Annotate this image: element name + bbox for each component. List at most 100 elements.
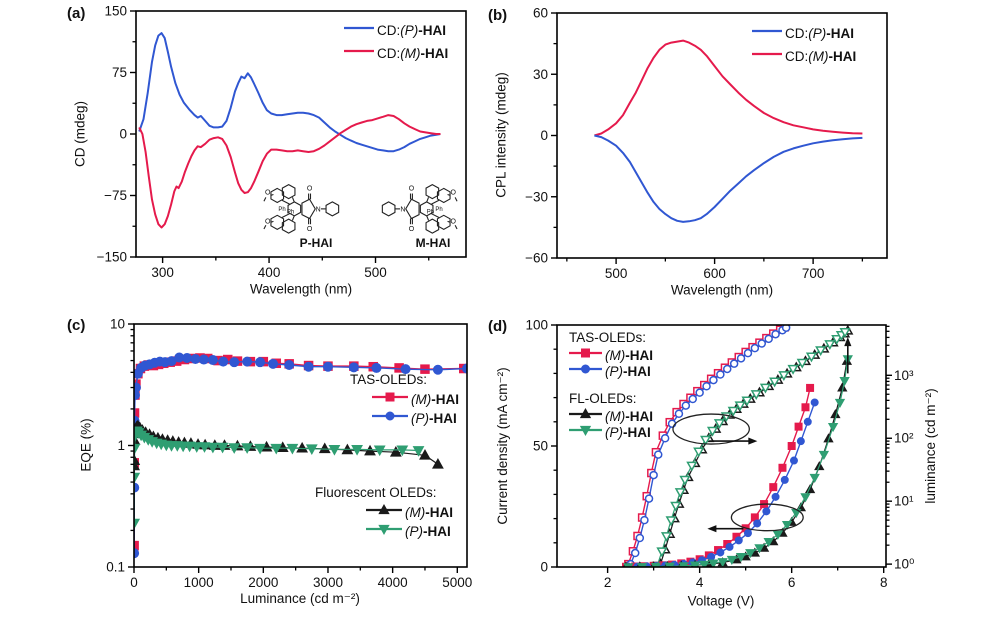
- y-axis-label-b: CPL intensity (mdeg): [493, 72, 509, 198]
- legend-enantiomer: (M): [411, 392, 432, 407]
- tick-label: 400: [258, 265, 281, 280]
- tick-label: 0: [540, 560, 548, 575]
- atom-label: O: [409, 226, 415, 233]
- legend-panel-a: CD: (P) -HAI CD: (M) -HAI: [344, 19, 448, 65]
- line-swatch: [344, 26, 374, 30]
- tick-label: 100: [525, 318, 548, 333]
- atom-label: Ph: [427, 210, 434, 216]
- annotation-arrow-up: [844, 337, 852, 374]
- tick-label: 0: [130, 575, 138, 590]
- legend-enantiomer: (P): [411, 411, 429, 426]
- line-swatch: [752, 29, 782, 33]
- legend-enantiomer: (M): [808, 49, 829, 64]
- triangle-up-marker-swatch: [366, 503, 402, 515]
- atom-label: O: [307, 226, 313, 233]
- atom-label: N: [400, 206, 405, 213]
- annotation-ellipse: [707, 503, 804, 533]
- tick-label: 6: [788, 575, 796, 590]
- y-axis-label-d: Current density (mA cm⁻²): [495, 367, 510, 525]
- series-eqe-tas-p-hai: [134, 352, 467, 559]
- legend-group-header: TAS-OLEDs:: [350, 372, 428, 387]
- panel-c: 0 1000 2000 3000 4000 5000 10 1 0.1: [106, 317, 472, 591]
- tick-label: 50: [533, 439, 548, 454]
- atom-label: O: [409, 186, 415, 193]
- panel-d: 2 4 6 8 0 50 100 10⁰ 10¹ 10² 10³: [525, 318, 914, 591]
- series-cd-m-hai: [138, 114, 441, 229]
- atom-label: O: [307, 186, 313, 193]
- structure-label-m-hai: M-HAI: [415, 236, 451, 250]
- legend-enantiomer: (P): [400, 23, 419, 38]
- panel-a: 300 400 500 150 75 0 −75 −150: [97, 4, 467, 280]
- circle-marker-swatch: [372, 411, 408, 421]
- x-axis-label-b: Wavelength (nm): [670, 282, 774, 298]
- tick-label: 300: [151, 265, 174, 280]
- tick-label: 2000: [248, 575, 278, 590]
- panel-b: 500 600 700 60 30 0 −30 −60: [525, 6, 888, 281]
- tick-label: 500: [605, 266, 628, 281]
- atom-label: O: [265, 218, 271, 225]
- tick-label: 60: [533, 6, 548, 21]
- legend-panel-c-group-1: TAS-OLEDs: (M) -HAI (P) -HAI: [350, 372, 459, 428]
- square-marker-swatch: [569, 348, 602, 357]
- legend-panel-c-group-2: Fluorescent OLEDs: (M) -HAI (P) -HAI: [315, 485, 453, 541]
- series-cpl-p-hai: [594, 134, 863, 223]
- tick-label: 8: [880, 575, 888, 590]
- panel-letter-d: (d): [488, 318, 508, 335]
- line-swatch: [752, 52, 782, 56]
- series-cd-p-hai: [138, 32, 441, 153]
- tick-label: 30: [533, 67, 548, 82]
- legend-group-header: FL-OLEDs:: [569, 391, 637, 406]
- tick-label: 75: [112, 65, 127, 80]
- panel-letter-b: (b): [488, 7, 508, 24]
- triangle-down-marker-swatch: [366, 524, 402, 536]
- tick-label: 700: [802, 266, 825, 281]
- series-cpl-m-hai: [594, 39, 863, 137]
- structure-label-p-hai: P-HAI: [299, 236, 333, 250]
- legend-compound: -HAI: [423, 524, 451, 539]
- legend-compound: -HAI: [420, 46, 449, 61]
- tick-label: −30: [525, 189, 548, 204]
- tick-label: 4: [696, 575, 704, 590]
- tick-label: 1000: [184, 575, 214, 590]
- tick-label: 0: [119, 127, 127, 142]
- line-swatch: [344, 49, 374, 53]
- legend-prefix: CD:: [377, 46, 401, 61]
- series-lum-tas-p-hai: [626, 325, 791, 567]
- tick-label: 3000: [313, 575, 343, 590]
- tick-label: 10²: [894, 431, 914, 446]
- tick-label: 500: [364, 265, 387, 280]
- legend-enantiomer: (M): [405, 505, 426, 520]
- x-axis-label-d: Voltage (V): [687, 593, 755, 609]
- triangle-up-marker-swatch: [569, 407, 602, 418]
- tick-label: 4000: [378, 575, 408, 590]
- tick-label: 600: [703, 266, 726, 281]
- atom-label: Ph: [278, 207, 285, 213]
- tick-label: 10³: [894, 368, 914, 383]
- legend-entry: (P) -HAI: [366, 522, 453, 541]
- tick-label: 2: [604, 575, 612, 590]
- tick-label: 150: [104, 4, 127, 19]
- legend-prefix: CD:: [785, 49, 809, 64]
- legend-panel-b: CD: (P) -HAI CD: (M) -HAI: [752, 22, 856, 68]
- legend-entry: CD: (P) -HAI: [752, 22, 856, 45]
- legend-compound: -HAI: [425, 505, 453, 520]
- legend-compound: -HAI: [625, 408, 653, 424]
- legend-panel-d-group-1: TAS-OLEDs: (M) -HAI (P) -HAI: [569, 330, 653, 379]
- legend-enantiomer: (M): [400, 46, 421, 61]
- atom-label: Ph: [435, 207, 442, 213]
- legend-panel-d-group-2: FL-OLEDs: (M) -HAI (P) -HAI: [569, 391, 653, 440]
- panel-letter-c: (c): [67, 317, 86, 334]
- legend-prefix: CD:: [377, 23, 401, 38]
- legend-entry: (P) -HAI: [569, 424, 653, 440]
- series-lum-fl-m-hai: [655, 325, 854, 567]
- panel-letter-a: (a): [67, 5, 86, 22]
- circle-marker-swatch: [569, 364, 602, 373]
- legend-prefix: CD:: [785, 26, 809, 41]
- atom-label: N: [316, 206, 321, 213]
- legend-group-header: TAS-OLEDs:: [569, 330, 647, 345]
- legend-compound: -HAI: [418, 23, 446, 38]
- legend-entry: CD: (P) -HAI: [344, 19, 448, 42]
